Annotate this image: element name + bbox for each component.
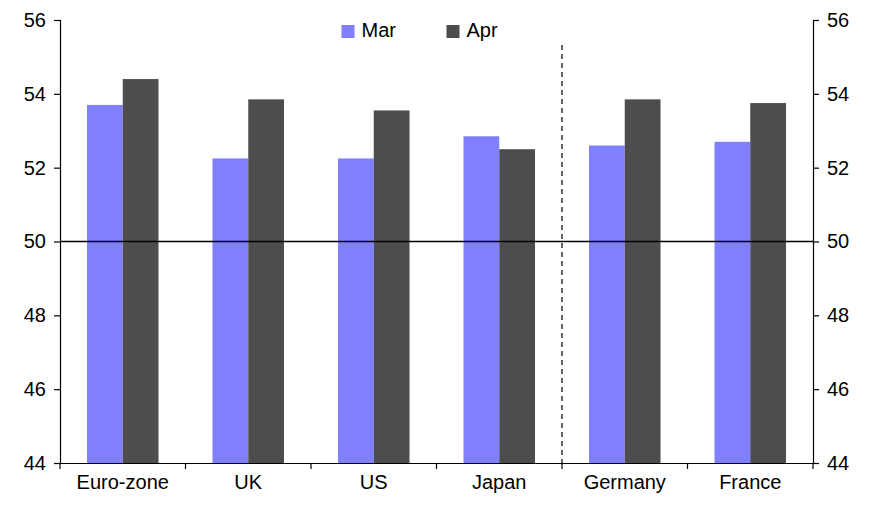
category-boundary-tick [561, 463, 562, 469]
tick: 44 [813, 452, 849, 474]
tick: 46 [24, 378, 60, 400]
tick-label: Germany [584, 471, 666, 493]
tick: Germany [584, 463, 666, 493]
tick-mark [54, 94, 60, 95]
tick-label: 46 [827, 378, 849, 400]
tick: 56 [813, 9, 849, 31]
tick-label: France [719, 471, 781, 493]
category-boundary-tick [310, 463, 311, 469]
axis-line [814, 21, 820, 464]
tick-label: 50 [827, 230, 849, 252]
y-axis: 44 46 48 50 52 54 56 [24, 9, 61, 474]
tick: 54 [813, 83, 849, 105]
tick: Japan [472, 463, 527, 493]
tick-label: 44 [24, 452, 46, 474]
tick-label: Euro-zone [77, 471, 169, 493]
tick-mark [54, 20, 60, 21]
bar [212, 158, 248, 463]
tick: 48 [813, 304, 849, 326]
chart-svg: 44 46 48 50 52 54 56 44 46 48 50 52 54 56 Euro-zone UK U… [0, 0, 873, 505]
bar [123, 79, 159, 463]
bar [714, 142, 750, 463]
chart-container: 44 46 48 50 52 54 56 44 46 48 50 52 54 56 Euro-zone UK U… [0, 0, 873, 505]
tick-label: Japan [472, 471, 527, 493]
tick: UK [234, 463, 262, 493]
tick-mark [54, 315, 60, 316]
tick: 52 [813, 157, 849, 179]
legend: Mar Apr [342, 19, 498, 41]
tick: 44 [24, 452, 60, 474]
bar [338, 158, 374, 463]
tick-mark [813, 168, 819, 169]
bar-series [123, 79, 786, 463]
tick-mark [813, 241, 819, 242]
tick-label: 56 [24, 9, 46, 31]
tick-label: 46 [24, 378, 46, 400]
tick: 52 [24, 157, 60, 179]
tick: 54 [24, 83, 60, 105]
bar [87, 105, 123, 463]
tick-label: US [360, 471, 388, 493]
bar [499, 149, 535, 463]
tick-label: 52 [827, 157, 849, 179]
tick-mark [813, 94, 819, 95]
tick-mark [54, 463, 60, 464]
bar [750, 103, 786, 463]
tick: 50 [24, 230, 60, 252]
tick: 48 [24, 304, 60, 326]
legend-swatch [342, 25, 355, 38]
tick-mark [54, 168, 60, 169]
reference-line [60, 241, 813, 243]
category-boundary-tick [436, 463, 437, 469]
tick-label: 56 [827, 9, 849, 31]
y2-axis: 44 46 48 50 52 54 56 [813, 9, 849, 474]
tick: France [719, 463, 781, 493]
tick-mark [54, 241, 60, 242]
bars [87, 79, 786, 463]
tick: Euro-zone [77, 463, 169, 493]
tick-label: 54 [827, 83, 849, 105]
category-boundary-tick [812, 463, 813, 469]
legend-label: Mar [362, 19, 397, 41]
tick: 56 [24, 9, 60, 31]
tick-label: UK [234, 471, 262, 493]
x-axis: Euro-zone UK US Japan Germany France [61, 463, 814, 493]
legend-swatch [447, 25, 460, 38]
tick-mark [813, 315, 819, 316]
bar [589, 146, 625, 463]
tick-label: 54 [24, 83, 46, 105]
bar [374, 110, 410, 463]
tick-mark [813, 463, 819, 464]
tick-label: 44 [827, 452, 849, 474]
category-boundary-tick [185, 463, 186, 469]
axis-line [54, 21, 61, 464]
tick-mark [813, 389, 819, 390]
divider [561, 45, 562, 463]
category-boundary-tick [687, 463, 688, 469]
bar [625, 99, 661, 463]
tick-label: 50 [24, 230, 46, 252]
tick-label: 48 [24, 304, 46, 326]
category-boundary-tick [59, 463, 60, 469]
bar [463, 136, 499, 463]
tick-mark [813, 20, 819, 21]
tick-mark [54, 389, 60, 390]
legend-label: Apr [467, 19, 498, 41]
tick: 50 [813, 230, 849, 252]
bar [248, 99, 284, 463]
tick-label: 52 [24, 157, 46, 179]
tick: 46 [813, 378, 849, 400]
tick-label: 48 [827, 304, 849, 326]
tick: US [360, 463, 388, 493]
